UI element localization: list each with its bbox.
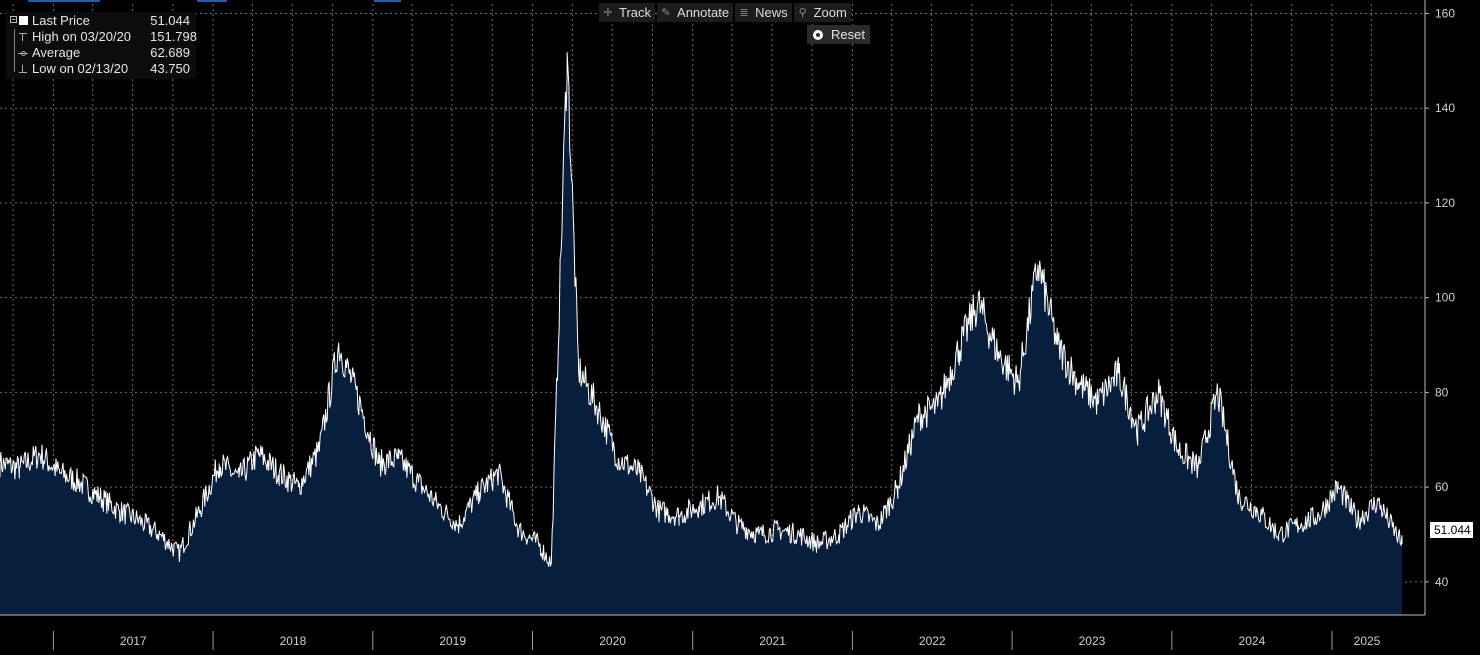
y-tick-label: 40 xyxy=(1435,575,1449,589)
last-price-tag: 51.044 xyxy=(1430,522,1473,538)
high-marker-icon xyxy=(19,33,27,41)
radio-icon xyxy=(814,30,822,39)
reset-button-label: Reset xyxy=(831,27,865,42)
zoom-button-label: Zoom xyxy=(813,5,847,20)
legend-high-label: High on 03/20/20 xyxy=(32,29,132,44)
legend-average-label: Average xyxy=(32,45,81,60)
year-label: 2023 xyxy=(1079,634,1106,648)
y-tick-label: 160 xyxy=(1435,6,1455,20)
year-label: 2017 xyxy=(120,634,147,648)
price-line xyxy=(0,52,1403,567)
legend-last-value: 51.044 xyxy=(150,13,190,28)
legend-row-high: High on 03/20/20 151.798 xyxy=(10,29,197,45)
legend-last-label: Last Price xyxy=(32,13,90,28)
legend-row-last[interactable]: Last Price 51.044 xyxy=(10,13,190,29)
chart-toolbar: ✛ Track ✎ Annotate ≣ News ⚲ Zoom xyxy=(599,3,851,22)
annotate-button[interactable]: ✎ Annotate xyxy=(657,3,734,22)
annotate-button-label: Annotate xyxy=(677,5,730,20)
year-label: 2019 xyxy=(439,634,466,648)
average-marker-icon xyxy=(18,51,28,56)
year-label: 2024 xyxy=(1239,634,1266,648)
price-area xyxy=(0,52,1402,616)
top-accent-mark xyxy=(374,0,401,2)
low-marker-icon xyxy=(19,65,27,73)
track-button[interactable]: ✛ Track xyxy=(599,3,656,22)
crosshair-icon: ✛ xyxy=(603,7,613,19)
legend-high-value: 151.798 xyxy=(150,29,197,44)
x-axis: 2017 2018 2019 2020 2021 2022 2023 2024 2025 xyxy=(0,614,1425,650)
y-tick-label: 80 xyxy=(1435,385,1449,399)
news-button[interactable]: ≣ News xyxy=(735,3,792,22)
year-label: 2022 xyxy=(919,634,946,648)
pencil-icon: ✎ xyxy=(661,7,671,19)
legend-low-value: 43.750 xyxy=(150,61,190,76)
y-tick-label: 100 xyxy=(1435,291,1455,305)
news-list-icon: ≣ xyxy=(739,7,749,19)
legend: Last Price 51.044 High on 03/20/20 151.7… xyxy=(6,12,197,79)
year-label: 2025 xyxy=(1354,634,1381,648)
top-accent-marks xyxy=(0,0,1480,2)
top-accent-mark xyxy=(28,0,100,2)
year-label: 2020 xyxy=(599,634,626,648)
top-accent-mark xyxy=(197,0,227,2)
collapse-icon[interactable] xyxy=(10,16,17,23)
legend-average-value: 62.689 xyxy=(150,45,190,60)
magnifier-icon: ⚲ xyxy=(798,7,807,19)
chart-grid xyxy=(0,4,1425,615)
series-color-swatch xyxy=(19,16,28,25)
reset-button[interactable]: Reset xyxy=(807,25,870,44)
legend-row-low: Low on 02/13/20 43.750 xyxy=(10,61,190,77)
news-button-label: News xyxy=(755,5,788,20)
legend-row-average: Average 62.689 xyxy=(10,45,190,61)
y-tick-label: 140 xyxy=(1435,101,1455,115)
track-button-label: Track xyxy=(619,5,652,20)
y-axis: 40 60 80 100 120 140 160 xyxy=(1424,0,1455,615)
year-label: 2018 xyxy=(280,634,307,648)
y-tick-label: 60 xyxy=(1435,480,1449,494)
y-tick-label: 120 xyxy=(1435,196,1455,210)
zoom-button[interactable]: ⚲ Zoom xyxy=(793,3,851,22)
year-label: 2021 xyxy=(759,634,786,648)
legend-low-label: Low on 02/13/20 xyxy=(32,61,129,76)
